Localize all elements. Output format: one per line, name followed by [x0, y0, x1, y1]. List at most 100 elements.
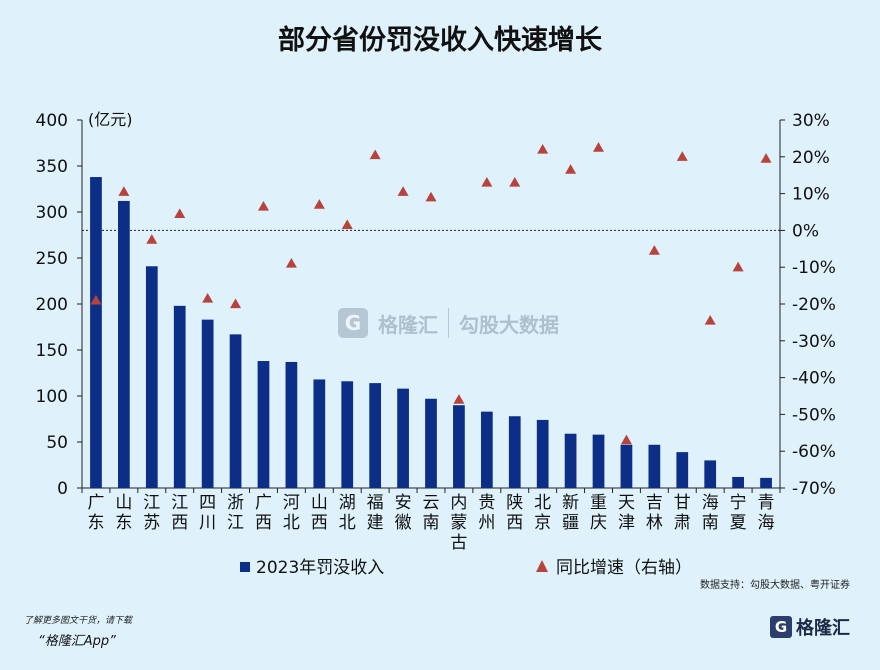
- growth-marker: [565, 164, 577, 174]
- left-tick-label: 100: [36, 387, 68, 407]
- left-tick-label: 350: [36, 157, 68, 177]
- right-tick-label: -10%: [792, 258, 836, 278]
- bar: [592, 434, 605, 488]
- bar: [704, 460, 717, 488]
- source-note: 数据支持：勾股大数据、粤开证券: [700, 580, 850, 591]
- category-label: 甘肃: [674, 493, 691, 533]
- category-label: 天津: [618, 493, 635, 533]
- growth-marker: [257, 200, 269, 211]
- growth-marker: [313, 199, 325, 209]
- bar: [229, 334, 242, 488]
- bar: [676, 452, 689, 488]
- growth-marker: [341, 219, 353, 230]
- bar: [480, 411, 493, 488]
- category-label: 广西: [255, 493, 272, 533]
- left-axis-unit: (亿元): [88, 110, 133, 129]
- category-label: 新疆: [562, 493, 579, 533]
- growth-marker: [704, 315, 716, 325]
- growth-marker: [593, 142, 605, 152]
- growth-marker: [481, 177, 493, 187]
- category-label: 河北: [283, 493, 300, 533]
- growth-marker: [453, 394, 465, 404]
- category-label: 山西: [311, 493, 328, 533]
- category-label: 云南: [423, 493, 440, 533]
- category-label: 江苏: [143, 493, 160, 533]
- growth-marker: [397, 186, 409, 196]
- legend-bar-swatch: [240, 562, 250, 572]
- category-label: 贵州: [478, 493, 495, 533]
- growth-marker: [202, 292, 214, 303]
- category-label: 江西: [171, 493, 188, 533]
- bar: [369, 383, 382, 488]
- bar: [285, 361, 298, 488]
- bar: [90, 177, 102, 489]
- category-label: 四川: [199, 493, 216, 533]
- category-label: 北京: [534, 493, 551, 533]
- category-label: 吉林: [646, 493, 663, 533]
- bar: [425, 398, 437, 488]
- watermark-brand-2: 勾股大数据: [459, 312, 559, 337]
- bar: [397, 388, 409, 488]
- growth-marker: [760, 153, 772, 163]
- left-tick-label: 300: [36, 203, 68, 223]
- footer-logo-name: 格隆汇: [796, 618, 850, 639]
- growth-marker: [648, 245, 660, 255]
- right-tick-label: -30%: [792, 332, 836, 352]
- bar: [118, 200, 130, 488]
- growth-marker: [369, 149, 381, 160]
- growth-marker: [425, 191, 437, 202]
- bar: [257, 361, 270, 488]
- watermark-divider: [448, 308, 449, 338]
- bar: [620, 444, 633, 488]
- right-tick-label: -70%: [792, 479, 836, 499]
- category-label: 重庆: [590, 493, 607, 533]
- right-tick-label: -60%: [792, 442, 836, 462]
- app-name: “格隆汇App”: [38, 634, 116, 649]
- growth-marker: [509, 177, 521, 187]
- bar: [341, 381, 354, 488]
- chart-title: 部分省份罚没收入快速增长: [278, 25, 602, 56]
- bar: [201, 319, 214, 488]
- right-tick-label: 10%: [792, 185, 830, 205]
- growth-marker: [146, 234, 158, 244]
- category-label: 内蒙古: [450, 493, 467, 553]
- right-tick-label: -40%: [792, 369, 836, 389]
- bar: [508, 416, 521, 488]
- category-label: 安徽: [395, 493, 412, 533]
- category-label: 广东: [87, 493, 104, 533]
- category-label: 青海: [758, 493, 775, 533]
- growth-marker: [118, 186, 130, 196]
- growth-marker: [90, 294, 102, 305]
- watermark-logo-icon: G: [338, 308, 368, 338]
- right-tick-label: 0%: [792, 221, 819, 241]
- bar: [648, 444, 661, 488]
- category-label: 福建: [367, 493, 384, 533]
- legend-bar-label: 2023年罚没收入: [256, 558, 384, 578]
- growth-marker: [676, 151, 688, 161]
- download-prompt: 了解更多图文干货，请下载: [24, 616, 133, 626]
- category-label: 浙江: [227, 493, 244, 533]
- category-label: 山东: [115, 493, 132, 533]
- right-tick-label: -50%: [792, 405, 836, 425]
- category-label: 海南: [702, 493, 719, 533]
- left-tick-label: 400: [36, 111, 68, 131]
- watermark-brand-1: 格隆汇: [378, 312, 438, 337]
- left-tick-label: 250: [36, 249, 68, 269]
- bar: [760, 477, 772, 488]
- category-label: 宁夏: [730, 493, 747, 533]
- watermark: G 格隆汇 勾股大数据: [338, 308, 559, 338]
- growth-marker: [537, 143, 549, 154]
- bar: [536, 419, 549, 488]
- left-tick-label: 50: [46, 433, 68, 453]
- left-tick-label: 150: [36, 341, 68, 361]
- footer-logo: G 格隆汇: [770, 614, 850, 640]
- gelonghui-logo-icon: G: [770, 616, 792, 638]
- left-tick-label: 200: [36, 295, 68, 315]
- growth-marker: [230, 298, 242, 309]
- growth-marker: [174, 208, 186, 218]
- bar: [173, 305, 186, 488]
- right-tick-label: -20%: [792, 295, 836, 315]
- bar: [145, 266, 158, 488]
- bar: [453, 405, 465, 488]
